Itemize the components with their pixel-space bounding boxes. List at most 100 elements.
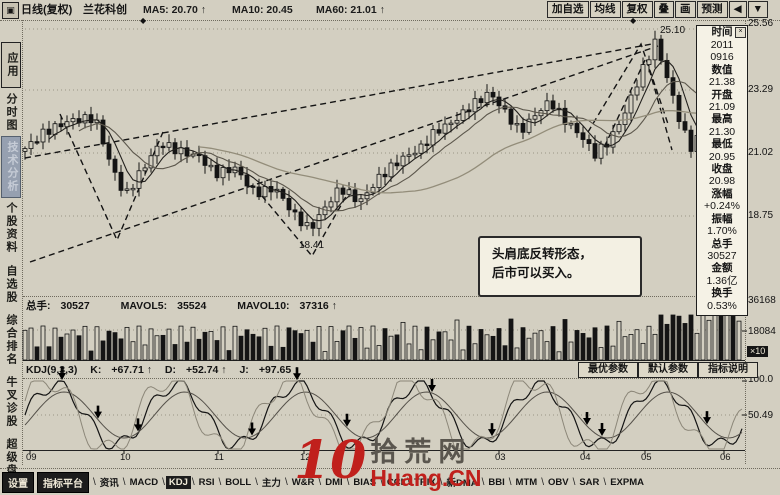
divider-handle-icon[interactable]: ◆: [140, 16, 147, 25]
volume-unit-badge: ×10: [747, 346, 769, 357]
sidebar-item-技术分析[interactable]: 技术分析: [1, 136, 21, 198]
tab-separator: \: [508, 476, 512, 488]
indicator-tabs: \ 资讯 \ MACD \ KDJ \ RSI \ BOLL \ 主力 \ W&R \ DMI \ BIAS \ CC…: [92, 474, 647, 490]
tab-separator: \: [218, 476, 222, 488]
watermark-number: 10: [294, 430, 367, 491]
tab-separator: \: [380, 476, 383, 488]
sidebar-item-个股资料[interactable]: 个股资料: [5, 202, 17, 254]
readout-lines: 2011 0916 数值 21.38 开盘 21.09 最高 21.30 最低 20.95 收盘 20…: [697, 39, 747, 312]
readout-line: 21.38: [708, 76, 736, 89]
kdj-axis-label: 100.0: [748, 374, 774, 385]
readout-line: 换手: [711, 287, 733, 300]
tab-RSI[interactable]: RSI: [198, 476, 215, 488]
settings-button[interactable]: 设置: [2, 471, 34, 493]
volume-axis-label: 18084: [748, 326, 776, 337]
peak-price-label: 25.10: [660, 25, 686, 36]
tab-separator: \: [255, 476, 258, 488]
volume-total-key: 总手:: [26, 300, 51, 312]
tab-separator: \: [407, 476, 411, 488]
tab-MTM[interactable]: MTM: [515, 476, 538, 488]
tab-separator: \: [603, 476, 607, 488]
nav-dropdown-icon[interactable]: ▼: [747, 1, 768, 18]
readout-line: 21.09: [708, 101, 736, 114]
nav-back-icon[interactable]: ◀: [728, 1, 747, 18]
readout-line: 20.95: [708, 150, 736, 163]
sidebar-item-应用[interactable]: 应用: [1, 42, 21, 88]
annotation-callout: 头肩底反转形态， 后市可以买入。: [478, 236, 642, 297]
toolbar-button-均线[interactable]: 均线: [589, 1, 621, 18]
param-button-指标说明[interactable]: 指标说明: [698, 362, 758, 378]
readout-line: 涨幅: [711, 187, 733, 200]
watermark: 10 拾荒网 Huang.CN: [294, 430, 482, 491]
toolbar-button-加自选[interactable]: 加自选: [547, 1, 589, 18]
readout-line: 金额: [711, 262, 733, 275]
toolbar-button-复权[interactable]: 复权: [621, 1, 653, 18]
sidebar-item-综合排名[interactable]: 综合排名: [5, 314, 17, 366]
readout-line: 开盘: [711, 88, 733, 101]
toolbar-button-预测[interactable]: 预测: [696, 1, 728, 18]
divider-handle-icon[interactable]: ◆: [630, 16, 637, 25]
kdj-d-value: +52.74 ↑: [185, 364, 227, 376]
tab-资讯[interactable]: 资讯: [99, 478, 119, 489]
readout-line: 30527: [707, 249, 737, 262]
sidebar-item-自选股[interactable]: 自选股: [5, 264, 17, 304]
mavol5-key: MAVOL5:: [120, 300, 168, 312]
pane-divider[interactable]: [23, 296, 745, 297]
tab-separator: \: [318, 476, 322, 488]
readout-line: 1.70%: [707, 225, 737, 238]
trough-price-label: 18.41: [299, 240, 325, 251]
tab-W&R[interactable]: W&R: [291, 476, 315, 488]
indicator-platform-button[interactable]: 指标平台: [37, 471, 89, 493]
sidebar-item-分时图[interactable]: 分时图: [5, 92, 17, 132]
readout-line: 振幅: [711, 212, 733, 225]
toolbar-button-画[interactable]: 画: [675, 1, 696, 18]
app-icon[interactable]: ▣: [2, 2, 19, 19]
param-button-默认参数[interactable]: 默认参数: [638, 362, 698, 378]
tab-主力[interactable]: 主力: [261, 478, 281, 489]
tab-separator: \: [93, 476, 96, 488]
close-icon[interactable]: ×: [735, 27, 746, 38]
mavol5-value: 35524: [177, 300, 207, 312]
x-axis-label: 03: [495, 452, 506, 463]
tab-OBV[interactable]: OBV: [547, 476, 569, 488]
tab-BBI[interactable]: BBI: [488, 476, 505, 488]
readout-line: 0.53%: [707, 299, 737, 312]
tab-separator: \: [284, 476, 288, 488]
tab-TRIX[interactable]: TRIX: [414, 476, 436, 488]
ma60-label: MA60: 21.01 ↑: [316, 4, 385, 16]
tab-KDJ[interactable]: KDJ: [165, 475, 191, 489]
tab-separator: \: [191, 476, 195, 488]
watermark-site-name: 拾荒网: [370, 437, 473, 467]
param-button-最优参数[interactable]: 最优参数: [578, 362, 638, 378]
price-axis-label: 18.75: [748, 210, 774, 221]
toolbar-button-叠[interactable]: 叠: [653, 1, 675, 18]
pane-divider[interactable]: [23, 378, 745, 379]
tab-separator: \: [162, 476, 165, 488]
kdj-k-key: K:: [90, 364, 102, 376]
titlebar-buttons: 加自选 均线 复权叠画预测 ◀ ▼: [547, 1, 768, 18]
volume-baseline: [23, 360, 745, 361]
tab-DMI[interactable]: DMI: [325, 476, 343, 488]
readout-line: 0916: [710, 51, 734, 64]
tab-BOLL[interactable]: BOLL: [225, 476, 252, 488]
tab-BIAS[interactable]: BIAS: [353, 476, 377, 488]
x-axis-line: [23, 450, 745, 451]
readout-line: 1.36亿: [706, 274, 738, 287]
ma5-label: MA5: 20.70 ↑: [143, 4, 207, 16]
tab-新DMA[interactable]: 新DMA: [446, 478, 478, 489]
kdj-k-value: +67.71 ↑: [111, 364, 152, 376]
readout-line: +0.24%: [704, 200, 740, 213]
sidebar-item-牛叉诊股[interactable]: 牛叉诊股: [5, 376, 17, 428]
parameter-buttons: 最优参数 默认参数 指标说明: [578, 362, 758, 378]
tab-EXPMA[interactable]: EXPMA: [610, 476, 644, 488]
tab-SAR[interactable]: SAR: [579, 476, 600, 488]
tab-MACD[interactable]: MACD: [129, 476, 159, 488]
tab-CCI[interactable]: CCI: [386, 476, 404, 488]
x-axis-label: 11: [214, 452, 224, 463]
period-label: 日线(复权): [21, 4, 73, 16]
kdj-header: KDJ(9,3,3) K: +67.71 ↑ D: +52.74 ↑ J: +97.6…: [26, 364, 309, 376]
kdj-j-key: J:: [239, 364, 249, 376]
annotation-line2: 后市可以买入。: [492, 266, 580, 280]
